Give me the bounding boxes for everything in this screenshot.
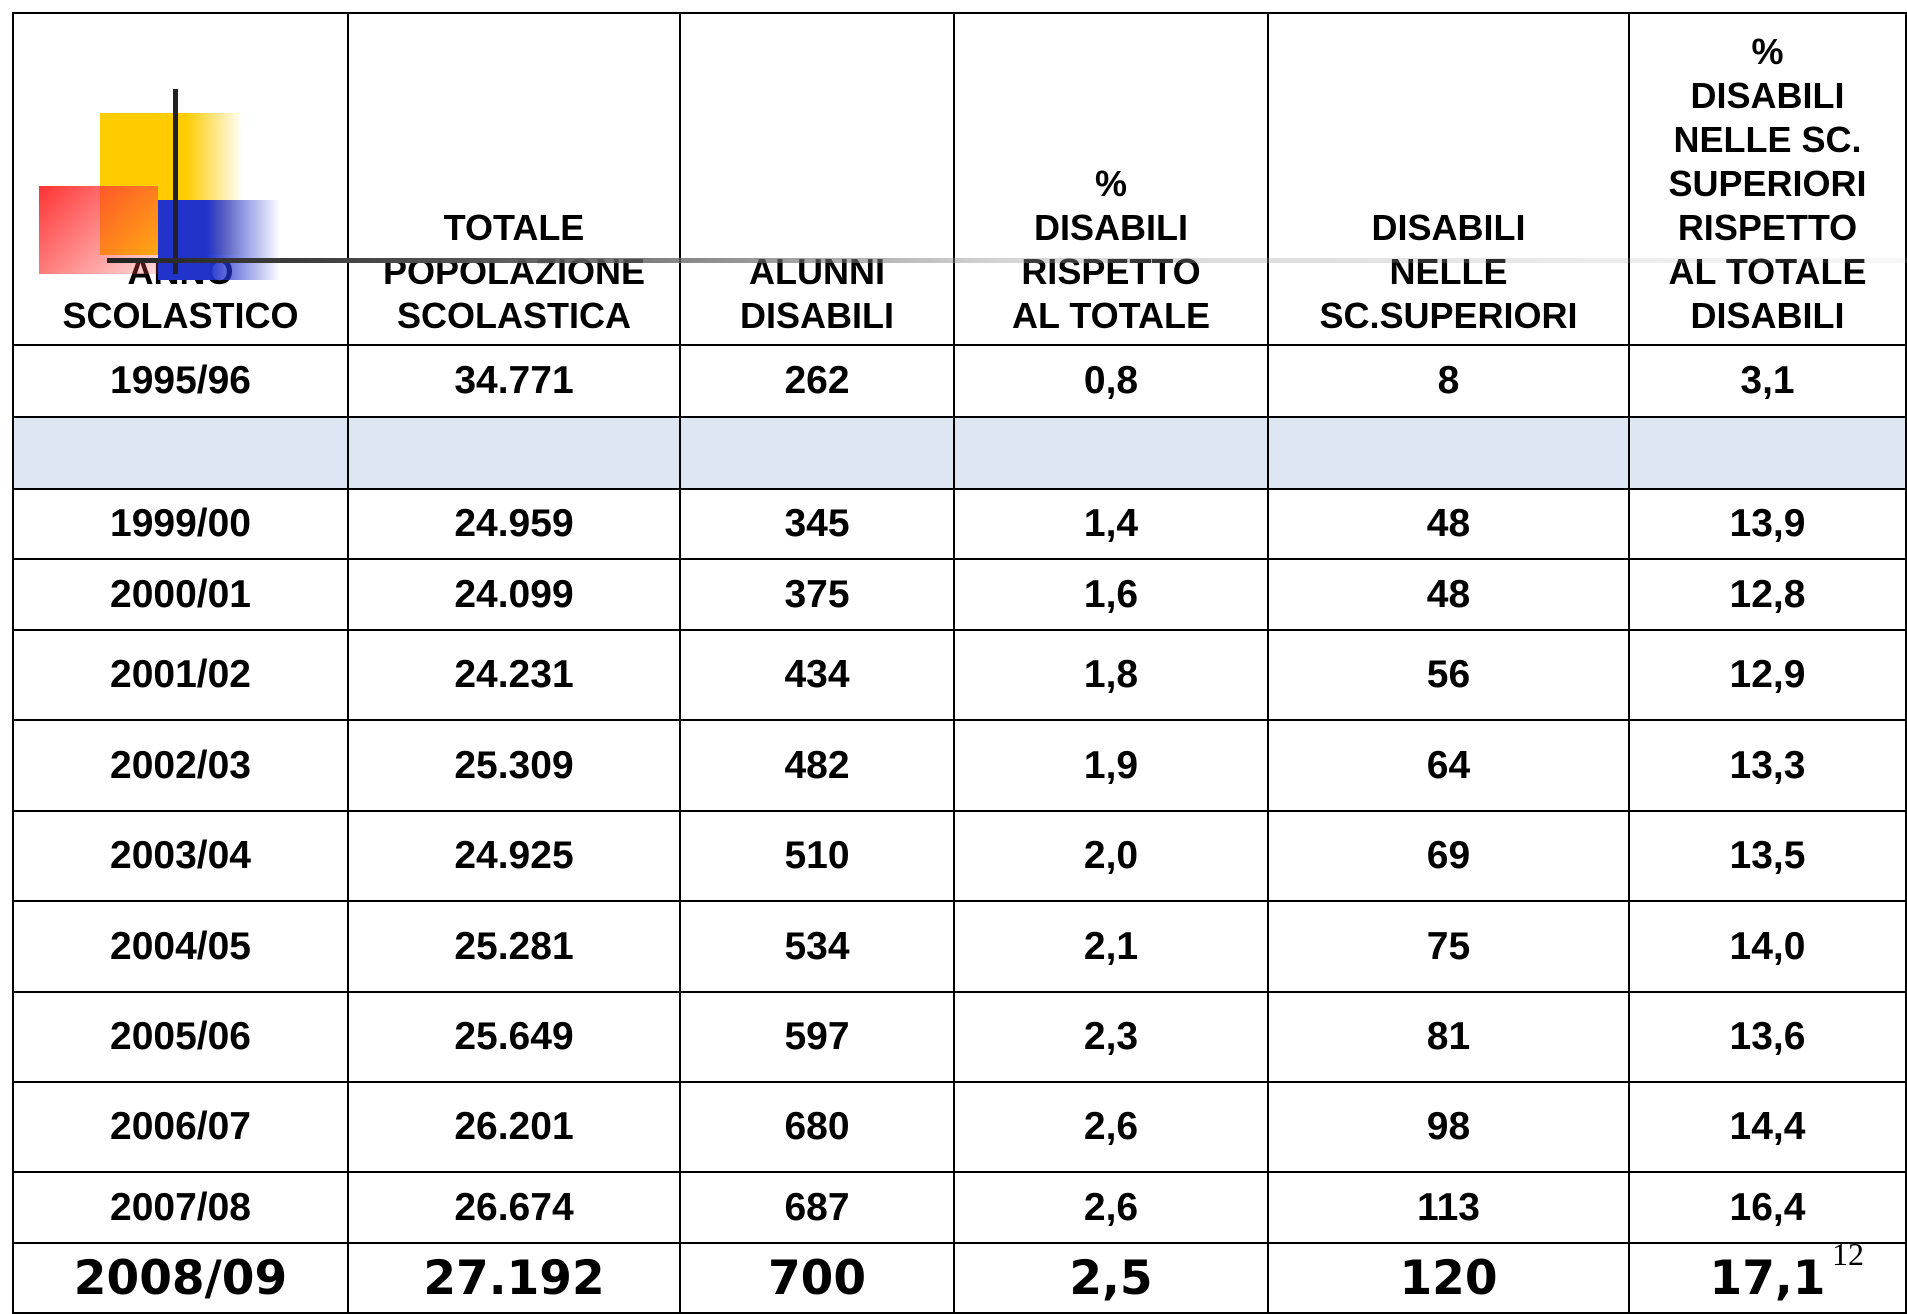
- cell: 64: [1268, 720, 1629, 811]
- cell: 26.201: [348, 1082, 680, 1172]
- cell: 434: [680, 630, 954, 720]
- cell: 14,0: [1629, 901, 1906, 992]
- cell: 34.771: [348, 345, 680, 417]
- cell: 262: [680, 345, 954, 417]
- cell: 25.309: [348, 720, 680, 811]
- cell: 1995/96: [13, 345, 348, 417]
- cell: 75: [1268, 901, 1629, 992]
- cell: 48: [1268, 489, 1629, 559]
- cell: 2,0: [954, 811, 1268, 901]
- cell: 2005/06: [13, 992, 348, 1082]
- cell: 2,1: [954, 901, 1268, 992]
- cell: 1,6: [954, 559, 1268, 630]
- gap-row: [13, 417, 1906, 489]
- cell: 48: [1268, 559, 1629, 630]
- slide: ANNO SCOLASTICOTOTALE POPOLAZIONE SCOLAS…: [0, 0, 1907, 1312]
- cell: 120: [1268, 1243, 1629, 1313]
- empty-cell: [1268, 417, 1629, 489]
- cell: 2,6: [954, 1172, 1268, 1243]
- cell: 27.192: [348, 1243, 680, 1313]
- cell: 24.099: [348, 559, 680, 630]
- cell: 687: [680, 1172, 954, 1243]
- cell: 510: [680, 811, 954, 901]
- empty-cell: [13, 417, 348, 489]
- cell: 24.925: [348, 811, 680, 901]
- cell: 482: [680, 720, 954, 811]
- column-header: DISABILI NELLE SC.SUPERIORI: [1268, 13, 1629, 345]
- column-header: ANNO SCOLASTICO: [13, 13, 348, 345]
- cell: 1999/00: [13, 489, 348, 559]
- cell: 375: [680, 559, 954, 630]
- cell: 14,4: [1629, 1082, 1906, 1172]
- cell: 680: [680, 1082, 954, 1172]
- cell: 26.674: [348, 1172, 680, 1243]
- cell: 113: [1268, 1172, 1629, 1243]
- column-header: TOTALE POPOLAZIONE SCOLASTICA: [348, 13, 680, 345]
- cell: 0,8: [954, 345, 1268, 417]
- cell: 345: [680, 489, 954, 559]
- cell: 597: [680, 992, 954, 1082]
- cell: 24.959: [348, 489, 680, 559]
- cell: 3,1: [1629, 345, 1906, 417]
- cell: 1,4: [954, 489, 1268, 559]
- cell: 2006/07: [13, 1082, 348, 1172]
- cell: 12,8: [1629, 559, 1906, 630]
- column-header: % DISABILI RISPETTO AL TOTALE: [954, 13, 1268, 345]
- cell: 2007/08: [13, 1172, 348, 1243]
- cell: 13,9: [1629, 489, 1906, 559]
- cell: 2,5: [954, 1243, 1268, 1313]
- cell: 13,3: [1629, 720, 1906, 811]
- cell: 8: [1268, 345, 1629, 417]
- column-header: ALUNNI DISABILI: [680, 13, 954, 345]
- cell: 13,5: [1629, 811, 1906, 901]
- page-number: 12: [1832, 1236, 1864, 1273]
- cell: 1,9: [954, 720, 1268, 811]
- cell: 2002/03: [13, 720, 348, 811]
- cell: 700: [680, 1243, 954, 1313]
- cell: 13,6: [1629, 992, 1906, 1082]
- empty-cell: [348, 417, 680, 489]
- cell: 56: [1268, 630, 1629, 720]
- cell: 17,1: [1629, 1243, 1906, 1313]
- empty-cell: [680, 417, 954, 489]
- cell: 16,4: [1629, 1172, 1906, 1243]
- cell: 2,3: [954, 992, 1268, 1082]
- empty-cell: [954, 417, 1268, 489]
- cell: 81: [1268, 992, 1629, 1082]
- cell: 534: [680, 901, 954, 992]
- column-header: % DISABILI NELLE SC. SUPERIORI RISPETTO …: [1629, 13, 1906, 345]
- cell: 2000/01: [13, 559, 348, 630]
- cell: 25.281: [348, 901, 680, 992]
- cell: 2004/05: [13, 901, 348, 992]
- cell: 12,9: [1629, 630, 1906, 720]
- cell: 24.231: [348, 630, 680, 720]
- cell: 98: [1268, 1082, 1629, 1172]
- cell: 25.649: [348, 992, 680, 1082]
- cell: 69: [1268, 811, 1629, 901]
- cell: 2001/02: [13, 630, 348, 720]
- cell: 2003/04: [13, 811, 348, 901]
- cell: 1,8: [954, 630, 1268, 720]
- cell: 2,6: [954, 1082, 1268, 1172]
- cell: 2008/09: [13, 1243, 348, 1313]
- empty-cell: [1629, 417, 1906, 489]
